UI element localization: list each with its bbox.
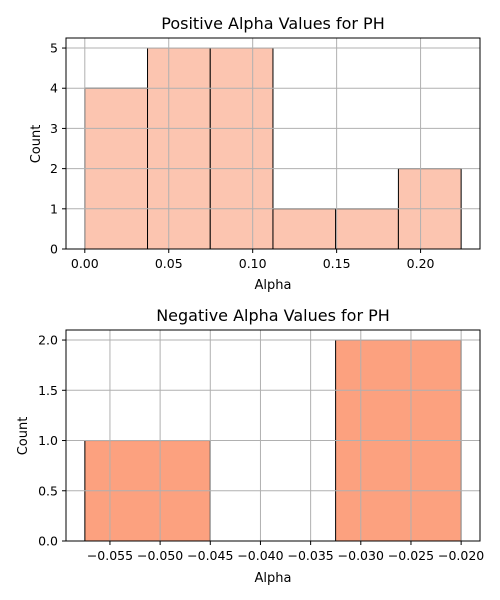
y-axis-label: Count [16, 417, 31, 456]
histogram-bar [335, 208, 399, 250]
y-tick-label: 0 [50, 242, 58, 257]
positive-alpha-histogram: Positive Alpha Values for PH Alpha Count… [29, 14, 481, 293]
histogram-bar [147, 47, 211, 250]
x-tick-label: −0.020 [438, 548, 484, 563]
x-tick-label: −0.030 [338, 548, 384, 563]
histogram-bar [209, 47, 274, 250]
x-axis-label: Alpha [255, 571, 292, 586]
plot-frame [65, 37, 481, 250]
y-tick-label: 1 [50, 201, 58, 216]
y-tick-label: 2.0 [38, 333, 58, 348]
x-tick-label: −0.040 [237, 548, 283, 563]
x-tick-label: −0.025 [388, 548, 434, 563]
y-tick-label: 4 [50, 81, 58, 96]
x-axis-label: Alpha [255, 278, 292, 293]
y-tick-label: 1.0 [38, 433, 58, 448]
y-axis-label: Count [29, 125, 44, 164]
x-tick-label: −0.035 [287, 548, 333, 563]
y-tick-label: 0.0 [38, 534, 58, 549]
histogram-bar [272, 208, 337, 250]
chart-title: Negative Alpha Values for PH [156, 306, 390, 325]
negative-alpha-histogram: Negative Alpha Values for PH Alpha Count… [16, 306, 484, 586]
x-tick-label: −0.055 [87, 548, 133, 563]
x-tick-label: 0.10 [239, 256, 267, 271]
x-tick-label: 0.15 [323, 256, 351, 271]
y-tick-label: 0.5 [38, 483, 58, 498]
x-tick-label: −0.045 [187, 548, 233, 563]
x-tick-label: 0.05 [155, 256, 183, 271]
y-tick-label: 5 [50, 41, 58, 56]
y-tick-label: 1.5 [38, 383, 58, 398]
chart-title: Positive Alpha Values for PH [161, 14, 384, 33]
x-tick-label: 0.20 [407, 256, 435, 271]
y-tick-label: 2 [50, 161, 58, 176]
y-tick-label: 3 [50, 121, 58, 136]
x-tick-label: 0.00 [71, 256, 99, 271]
x-tick-label: −0.050 [137, 548, 183, 563]
plot-frame [65, 329, 481, 542]
